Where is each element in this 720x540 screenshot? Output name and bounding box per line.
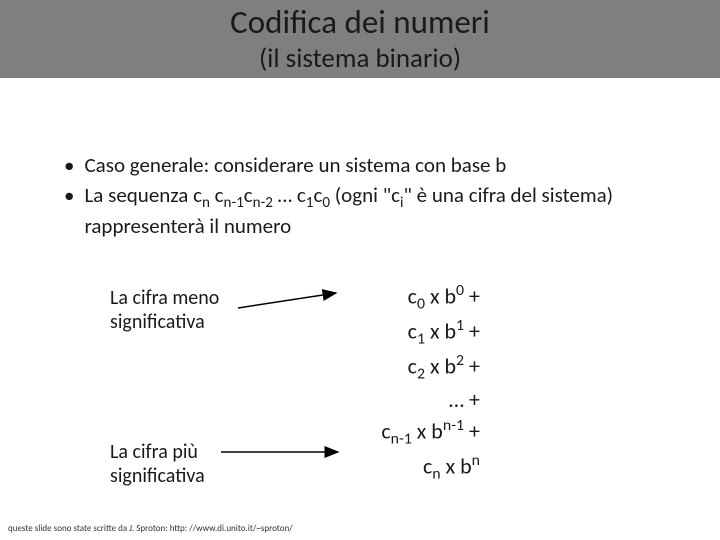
- t: +: [464, 317, 480, 344]
- label-least-significant: La cifra meno significativa: [110, 286, 260, 334]
- formula-block: c0 x b0 + c1 x b1 + c2 x b2 + … + cn-1 x…: [300, 280, 480, 485]
- sup: n: [472, 451, 480, 470]
- t: x b: [412, 417, 443, 444]
- sup: n-1: [443, 416, 464, 435]
- sup: 2: [456, 351, 464, 370]
- formula-row: cn-1 x bn-1 +: [300, 415, 480, 450]
- formula-row: c1 x b1 +: [300, 315, 480, 350]
- sub: 2: [417, 365, 425, 384]
- slide-subtitle: (il sistema binario): [0, 42, 720, 75]
- formula-row: c0 x b0 +: [300, 280, 480, 315]
- t: La cifra meno: [110, 286, 219, 310]
- sub: 1: [417, 330, 425, 349]
- t: +: [464, 282, 480, 309]
- t: significativa: [110, 464, 205, 488]
- bullet-dot: •: [64, 152, 74, 178]
- slide-title: Codifica dei numeri: [0, 2, 720, 42]
- formula-row: cn x bn: [300, 450, 480, 485]
- sub: n: [432, 465, 440, 484]
- t: … c: [273, 182, 306, 208]
- t: (ogni "c: [330, 182, 400, 208]
- sub: n-1: [391, 430, 412, 449]
- t: significativa: [110, 310, 205, 334]
- t: c: [381, 417, 390, 444]
- bullet-dot: •: [64, 182, 74, 208]
- t: c: [408, 353, 417, 380]
- sub: 0: [417, 295, 425, 314]
- formula-row: c2 x b2 +: [300, 350, 480, 385]
- t: c: [244, 182, 253, 208]
- t: x b: [441, 452, 472, 479]
- bullet-item: • La sequenza cn cn-1cn-2 … c1c0 (ogni "…: [64, 182, 664, 239]
- t: x b: [425, 282, 456, 309]
- t: La sequenza c: [84, 182, 201, 208]
- sup: 0: [456, 281, 464, 300]
- sub: n-2: [253, 194, 273, 212]
- t: c: [210, 182, 224, 208]
- t: La cifra più: [110, 440, 198, 464]
- bullet-list: • Caso generale: considerare un sistema …: [64, 152, 664, 244]
- t: x b: [425, 353, 456, 380]
- sup: 1: [456, 316, 464, 335]
- t: … +: [449, 386, 480, 413]
- t: c: [408, 317, 417, 344]
- bullet-text: Caso generale: considerare un sistema co…: [84, 152, 506, 178]
- formula-row: … +: [300, 385, 480, 415]
- t: c: [408, 282, 417, 309]
- t: x b: [425, 317, 456, 344]
- t: c: [423, 452, 432, 479]
- t: +: [464, 417, 480, 444]
- footer-credit: queste slide sono state scritte da J. Sp…: [8, 523, 293, 534]
- bullet-item: • Caso generale: considerare un sistema …: [64, 152, 664, 178]
- sub: n: [202, 194, 210, 212]
- label-most-significant: La cifra più significativa: [110, 440, 260, 488]
- sub: 0: [322, 194, 330, 212]
- t: +: [464, 353, 480, 380]
- t: c: [313, 182, 322, 208]
- sub: n-1: [224, 194, 244, 212]
- bullet-text: La sequenza cn cn-1cn-2 … c1c0 (ogni "ci…: [84, 182, 664, 239]
